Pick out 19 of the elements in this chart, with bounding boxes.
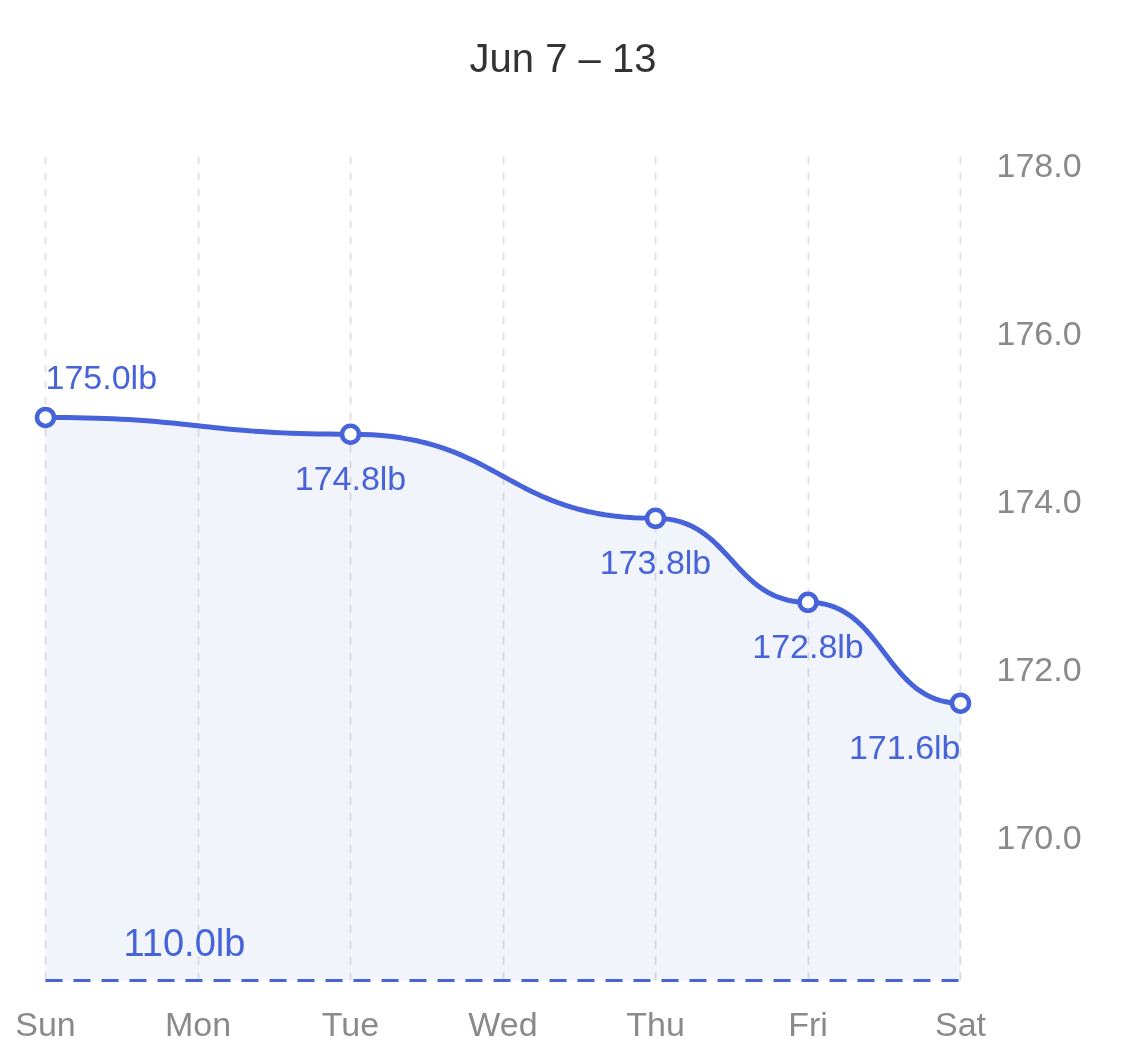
x-tick-label: Tue [321,1004,380,1043]
annotation: 110.0lb [123,921,246,964]
data-label: 173.8lb [599,543,712,582]
data-label: 171.6lb [848,728,961,767]
y-tick-label: 170.0 [996,818,1082,857]
x-tick-label: Sat [934,1004,987,1043]
y-tick-label: 178.0 [996,145,1082,184]
data-label: 175.0lb [45,358,158,397]
y-tick-label: 174.0 [996,481,1082,520]
chart-title: Jun 7 – 13 [469,35,657,80]
data-label: 174.8lb [294,459,407,498]
x-tick-label: Sun [15,1004,76,1043]
y-tick-label: 176.0 [996,313,1082,352]
x-tick-label: Thu [626,1004,685,1043]
data-label: 172.8lb [752,627,864,666]
x-tick-label: Wed [468,1004,538,1043]
x-tick-label: Mon [164,1004,232,1043]
x-tick-label: Fri [788,1004,828,1043]
y-tick-label: 172.0 [996,650,1082,689]
